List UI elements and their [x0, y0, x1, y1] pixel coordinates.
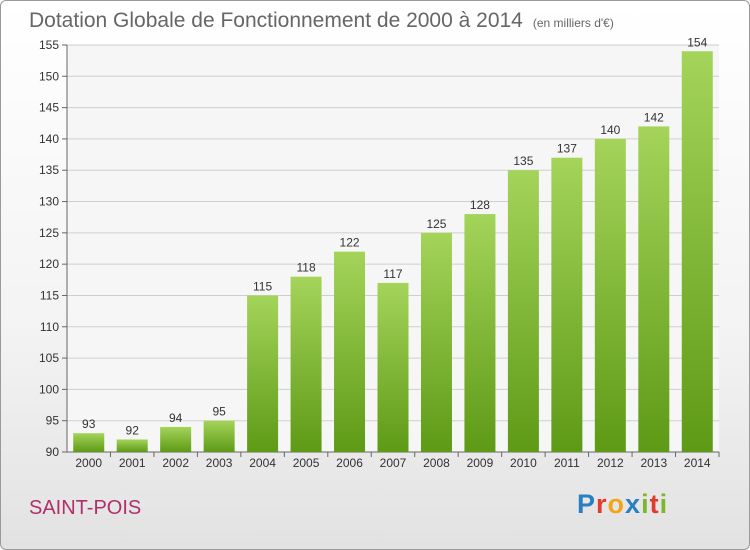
bar: [116, 439, 148, 452]
logo-letter: o: [607, 489, 626, 519]
logo-letter: P: [577, 489, 597, 519]
bar: [203, 420, 235, 452]
bar-value-label: 95: [212, 405, 226, 419]
y-tick-label: 120: [39, 257, 59, 271]
logo-letter: i: [641, 489, 650, 519]
bar-value-label: 140: [600, 123, 620, 137]
bar: [638, 126, 670, 453]
bar-value-label: 117: [383, 267, 402, 281]
x-tick-label: 2009: [467, 456, 494, 470]
chart-title-text: Dotation Globale de Fonctionnement de 20…: [29, 9, 523, 32]
x-tick-label: 2005: [293, 456, 320, 470]
bar-value-label: 92: [126, 423, 140, 437]
bar-value-label: 135: [513, 154, 533, 168]
bar: [420, 232, 452, 452]
bar: [73, 433, 105, 452]
y-tick-label: 95: [46, 414, 60, 428]
x-tick-label: 2014: [684, 456, 711, 470]
bar: [247, 295, 279, 452]
y-tick-label: 155: [39, 38, 59, 52]
y-tick-label: 125: [39, 226, 59, 240]
bar-value-label: 122: [340, 236, 360, 250]
x-tick-label: 2010: [510, 456, 537, 470]
proxiti-logo: Proxiti: [577, 489, 668, 520]
x-tick-label: 2013: [640, 456, 667, 470]
bar-value-label: 128: [470, 198, 490, 212]
bar-value-label: 137: [557, 142, 577, 156]
logo-letter: r: [596, 489, 608, 519]
x-tick-label: 2006: [336, 456, 363, 470]
bar-value-label: 115: [253, 279, 272, 293]
chart-title: Dotation Globale de Fonctionnement de 20…: [29, 9, 614, 33]
x-tick-label: 2008: [423, 456, 450, 470]
y-tick-label: 150: [39, 69, 59, 83]
bar: [681, 51, 713, 453]
bar: [464, 214, 496, 452]
logo-letter: i: [659, 489, 669, 519]
bar: [551, 157, 583, 452]
bar-value-label: 118: [296, 261, 315, 275]
logo-letter: t: [649, 489, 660, 519]
bar-value-label: 125: [426, 217, 446, 231]
bar: [334, 251, 366, 452]
bar: [507, 170, 539, 452]
x-tick-label: 2004: [249, 456, 276, 470]
bar: [290, 276, 322, 452]
y-tick-label: 105: [39, 351, 59, 365]
x-tick-label: 2012: [597, 456, 624, 470]
y-tick-label: 90: [46, 445, 60, 459]
x-tick-label: 2001: [119, 456, 146, 470]
bar: [377, 282, 409, 452]
bar-value-label: 142: [644, 110, 664, 124]
y-tick-label: 115: [40, 288, 59, 302]
bar: [160, 426, 192, 452]
y-tick-label: 100: [39, 382, 59, 396]
bar-value-label: 93: [82, 417, 96, 431]
chart-subtitle: (en milliers d'€): [532, 16, 614, 30]
logo-letter: x: [625, 489, 642, 519]
municipality-name: SAINT-POIS: [29, 497, 142, 519]
x-tick-label: 2002: [162, 456, 189, 470]
bar-value-label: 94: [169, 411, 183, 425]
x-tick-label: 2000: [75, 456, 102, 470]
x-tick-label: 2007: [380, 456, 407, 470]
y-tick-label: 110: [40, 320, 59, 334]
y-tick-label: 145: [39, 101, 59, 115]
x-tick-label: 2003: [206, 456, 233, 470]
y-tick-label: 130: [39, 195, 59, 209]
x-tick-label: 2011: [554, 456, 580, 470]
y-tick-label: 135: [39, 163, 59, 177]
y-tick-label: 140: [39, 132, 59, 146]
bar: [594, 138, 626, 452]
bar-value-label: 154: [687, 35, 707, 49]
